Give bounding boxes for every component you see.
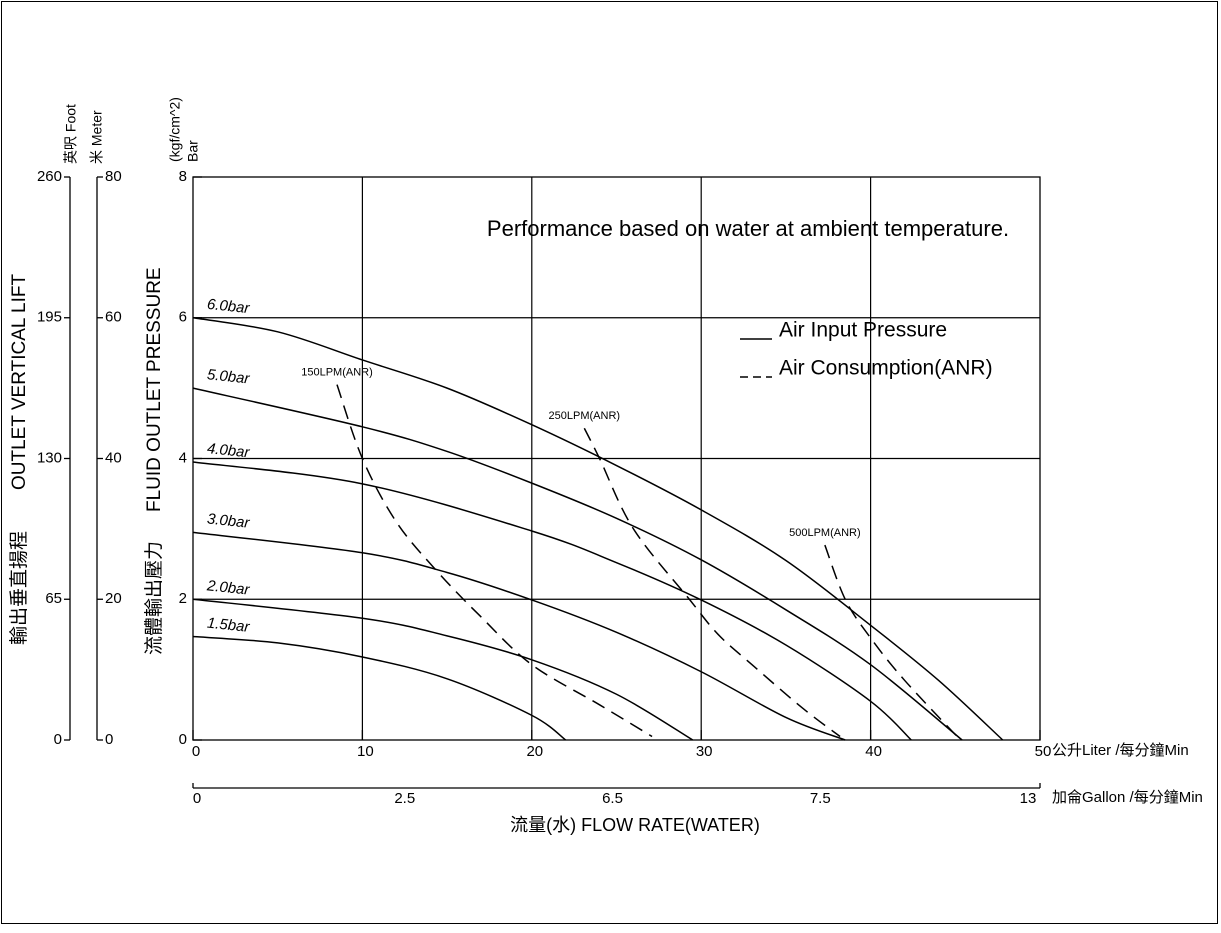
x-unit: 公升Liter /每分鐘Min bbox=[1052, 742, 1189, 759]
curve-label: 2.0bar bbox=[205, 577, 251, 599]
gallon-tick-label: 7.5 bbox=[810, 790, 831, 807]
curve-label: 250LPM(ANR) bbox=[549, 410, 621, 422]
pressure-curve bbox=[192, 461, 912, 741]
y-tick-label: 0 bbox=[179, 731, 187, 748]
side-tick-label: 40 bbox=[105, 449, 122, 466]
curve-label: 3.0bar bbox=[206, 510, 251, 531]
y-tick-label: 8 bbox=[179, 168, 187, 185]
pressure-curve bbox=[192, 635, 567, 741]
x-axis-title: 流量(水) FLOW RATE(WATER) bbox=[510, 815, 760, 835]
curve-label: 4.0bar bbox=[206, 440, 251, 461]
y-tick-label: 6 bbox=[179, 309, 187, 326]
y-axis-title: FLUID OUTLET PRESSURE bbox=[144, 267, 165, 512]
x-tick-label: 10 bbox=[357, 743, 374, 760]
side-tick-label: 260 bbox=[37, 168, 62, 185]
y-tick-label: 2 bbox=[179, 590, 187, 607]
x-tick-label: 30 bbox=[696, 743, 713, 760]
curve-label: 5.0bar bbox=[206, 366, 251, 387]
curve-label: 150LPM(ANR) bbox=[301, 367, 373, 379]
side-tick-label: 80 bbox=[105, 168, 122, 185]
lift-title: OUTLET VERTICAL LIFT bbox=[9, 274, 30, 490]
lift-title-zh: 輸出垂直揚程 bbox=[8, 531, 30, 645]
side-tick-label: 60 bbox=[105, 309, 122, 326]
side-tick-label: 20 bbox=[105, 590, 122, 607]
pressure-curve bbox=[192, 387, 963, 741]
y-unit-alt: (kgf/cm^2) bbox=[167, 97, 183, 162]
meter-unit: 米 Meter bbox=[89, 110, 105, 164]
y-tick-label: 4 bbox=[179, 449, 187, 466]
side-tick-label: 195 bbox=[37, 309, 62, 326]
x-tick-label: 50 bbox=[1035, 743, 1052, 760]
legend-label: Air Consumption(ANR) bbox=[779, 357, 993, 380]
gallon-tick-label: 6.5 bbox=[602, 790, 623, 807]
curve-label: 1.5bar bbox=[206, 615, 251, 636]
side-tick-label: 130 bbox=[37, 449, 62, 466]
x-tick-label: 40 bbox=[865, 743, 882, 760]
annotation: Performance based on water at ambient te… bbox=[487, 216, 1009, 241]
side-tick-label: 65 bbox=[45, 590, 62, 607]
curve-label: 500LPM(ANR) bbox=[789, 527, 861, 539]
pressure-curve bbox=[192, 598, 694, 741]
y-axis-title-zh: 流體輸出壓力 bbox=[143, 541, 165, 655]
foot-unit: 英呎 Foot bbox=[63, 104, 79, 164]
curve-label: 6.0bar bbox=[206, 296, 251, 317]
gallon-tick-label: 0 bbox=[193, 790, 201, 807]
gallon-tick-label: 13 bbox=[1020, 790, 1037, 807]
gallon-tick-label: 2.5 bbox=[394, 790, 415, 807]
gallon-unit: 加侖Gallon /每分鐘Min bbox=[1052, 789, 1203, 806]
x-tick-label: 20 bbox=[526, 743, 543, 760]
pressure-curve bbox=[192, 531, 846, 741]
consumption-curve bbox=[336, 384, 653, 738]
x-tick-label: 0 bbox=[192, 743, 200, 760]
legend-label: Air Input Pressure bbox=[779, 319, 947, 342]
side-tick-label: 0 bbox=[105, 731, 113, 748]
pressure-curve bbox=[192, 317, 1004, 741]
consumption-curve bbox=[583, 427, 841, 738]
side-tick-label: 0 bbox=[54, 731, 62, 748]
y-unit: Bar bbox=[185, 140, 201, 162]
